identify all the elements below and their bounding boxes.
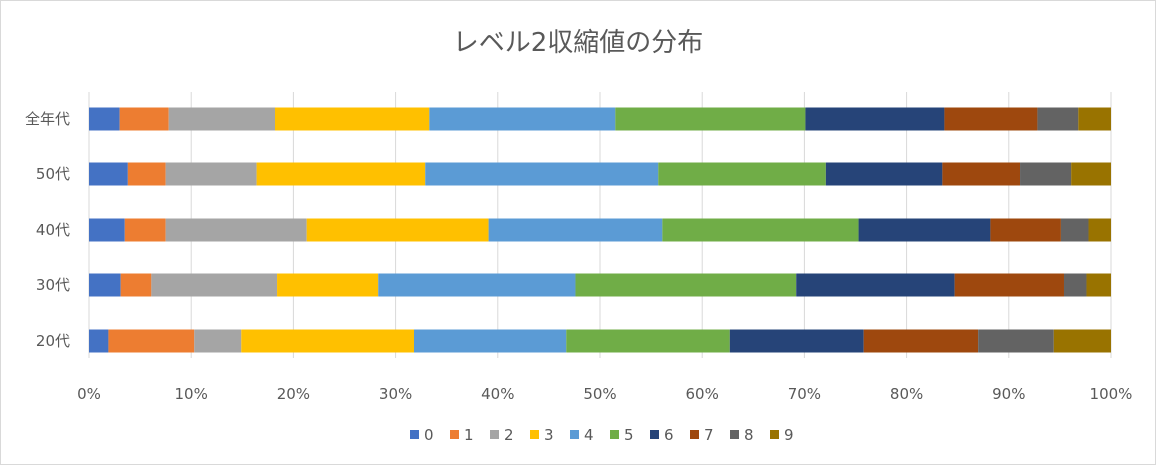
- bar-segment: [1071, 162, 1111, 186]
- bar-segment: [429, 107, 616, 131]
- legend-label: 5: [624, 426, 634, 444]
- legend-swatch: [570, 430, 579, 439]
- bar-segment: [796, 273, 955, 297]
- bar-segment: [108, 329, 195, 353]
- x-tick-label: 50%: [583, 385, 616, 403]
- legend-label: 7: [704, 426, 714, 444]
- bar-segment: [942, 162, 1021, 186]
- bar-segment: [89, 107, 120, 131]
- bar-segment: [194, 329, 242, 353]
- legend-swatch: [650, 430, 659, 439]
- legend-swatch: [610, 430, 619, 439]
- legend-label: 1: [464, 426, 474, 444]
- legend-swatch: [410, 430, 419, 439]
- bar-segment: [978, 329, 1054, 353]
- x-tick-label: 70%: [788, 385, 821, 403]
- bar-segment: [566, 329, 730, 353]
- bar-segment: [1078, 107, 1111, 131]
- bar-segment: [1086, 273, 1111, 297]
- bar-segment: [990, 218, 1061, 242]
- x-tick-label: 80%: [890, 385, 923, 403]
- category-label: 30代: [36, 276, 70, 294]
- x-tick-label: 40%: [481, 385, 514, 403]
- bar-segment: [662, 218, 859, 242]
- bar-segment: [277, 273, 379, 297]
- bar-segment: [825, 162, 943, 186]
- category-label: 全年代: [25, 110, 70, 128]
- x-tick-label: 20%: [277, 385, 310, 403]
- legend-label: 4: [584, 426, 594, 444]
- bar-segment: [729, 329, 864, 353]
- bar-segment: [165, 218, 307, 242]
- legend-label: 0: [424, 426, 434, 444]
- bar-segment: [1063, 273, 1087, 297]
- bar-segment: [1037, 107, 1079, 131]
- x-tick-label: 90%: [992, 385, 1025, 403]
- category-label: 20代: [36, 332, 70, 350]
- bar-segment: [615, 107, 806, 131]
- bar-segment: [1088, 218, 1111, 242]
- bar-segment: [120, 273, 152, 297]
- bar-segment: [1053, 329, 1111, 353]
- bar-segment: [1060, 218, 1089, 242]
- bar-segment: [256, 162, 426, 186]
- bar-segment: [378, 273, 576, 297]
- bar-segment: [119, 107, 169, 131]
- bar-segment: [944, 107, 1038, 131]
- bar-segment: [151, 273, 278, 297]
- bar-segment: [89, 218, 125, 242]
- legend-swatch: [450, 430, 459, 439]
- bar-segment: [858, 218, 991, 242]
- bar-segment: [575, 273, 797, 297]
- bar-segment: [306, 218, 489, 242]
- category-label: 50代: [36, 165, 70, 183]
- bar-segment: [89, 273, 121, 297]
- bar-segment: [241, 329, 414, 353]
- x-tick-label: 30%: [379, 385, 412, 403]
- bar-segment: [658, 162, 826, 186]
- legend-label: 3: [544, 426, 554, 444]
- bar-segment: [275, 107, 430, 131]
- legend-label: 2: [504, 426, 514, 444]
- chart-title: レベル2収縮値の分布: [452, 28, 704, 58]
- legend-swatch: [690, 430, 699, 439]
- category-label: 40代: [36, 221, 70, 239]
- bar-segment: [863, 329, 979, 353]
- bar-segment: [168, 107, 276, 131]
- legend-label: 8: [744, 426, 754, 444]
- bar-segment: [805, 107, 945, 131]
- x-tick-label: 100%: [1090, 385, 1133, 403]
- bar-segment: [413, 329, 567, 353]
- bar-segment: [425, 162, 659, 186]
- x-tick-label: 0%: [77, 385, 101, 403]
- legend-label: 6: [664, 426, 674, 444]
- bar-segment: [954, 273, 1064, 297]
- bar-segment: [1020, 162, 1072, 186]
- legend-swatch: [530, 430, 539, 439]
- bar-segment: [124, 218, 166, 242]
- bar-segment: [165, 162, 257, 186]
- legend-swatch: [730, 430, 739, 439]
- bar-segment: [89, 162, 128, 186]
- bar-segment: [127, 162, 166, 186]
- legend-swatch: [490, 430, 499, 439]
- bar-segment: [488, 218, 663, 242]
- legend-label: 9: [784, 426, 794, 444]
- x-tick-label: 10%: [175, 385, 208, 403]
- x-tick-label: 60%: [686, 385, 719, 403]
- bar-segment: [89, 329, 109, 353]
- legend-swatch: [770, 430, 779, 439]
